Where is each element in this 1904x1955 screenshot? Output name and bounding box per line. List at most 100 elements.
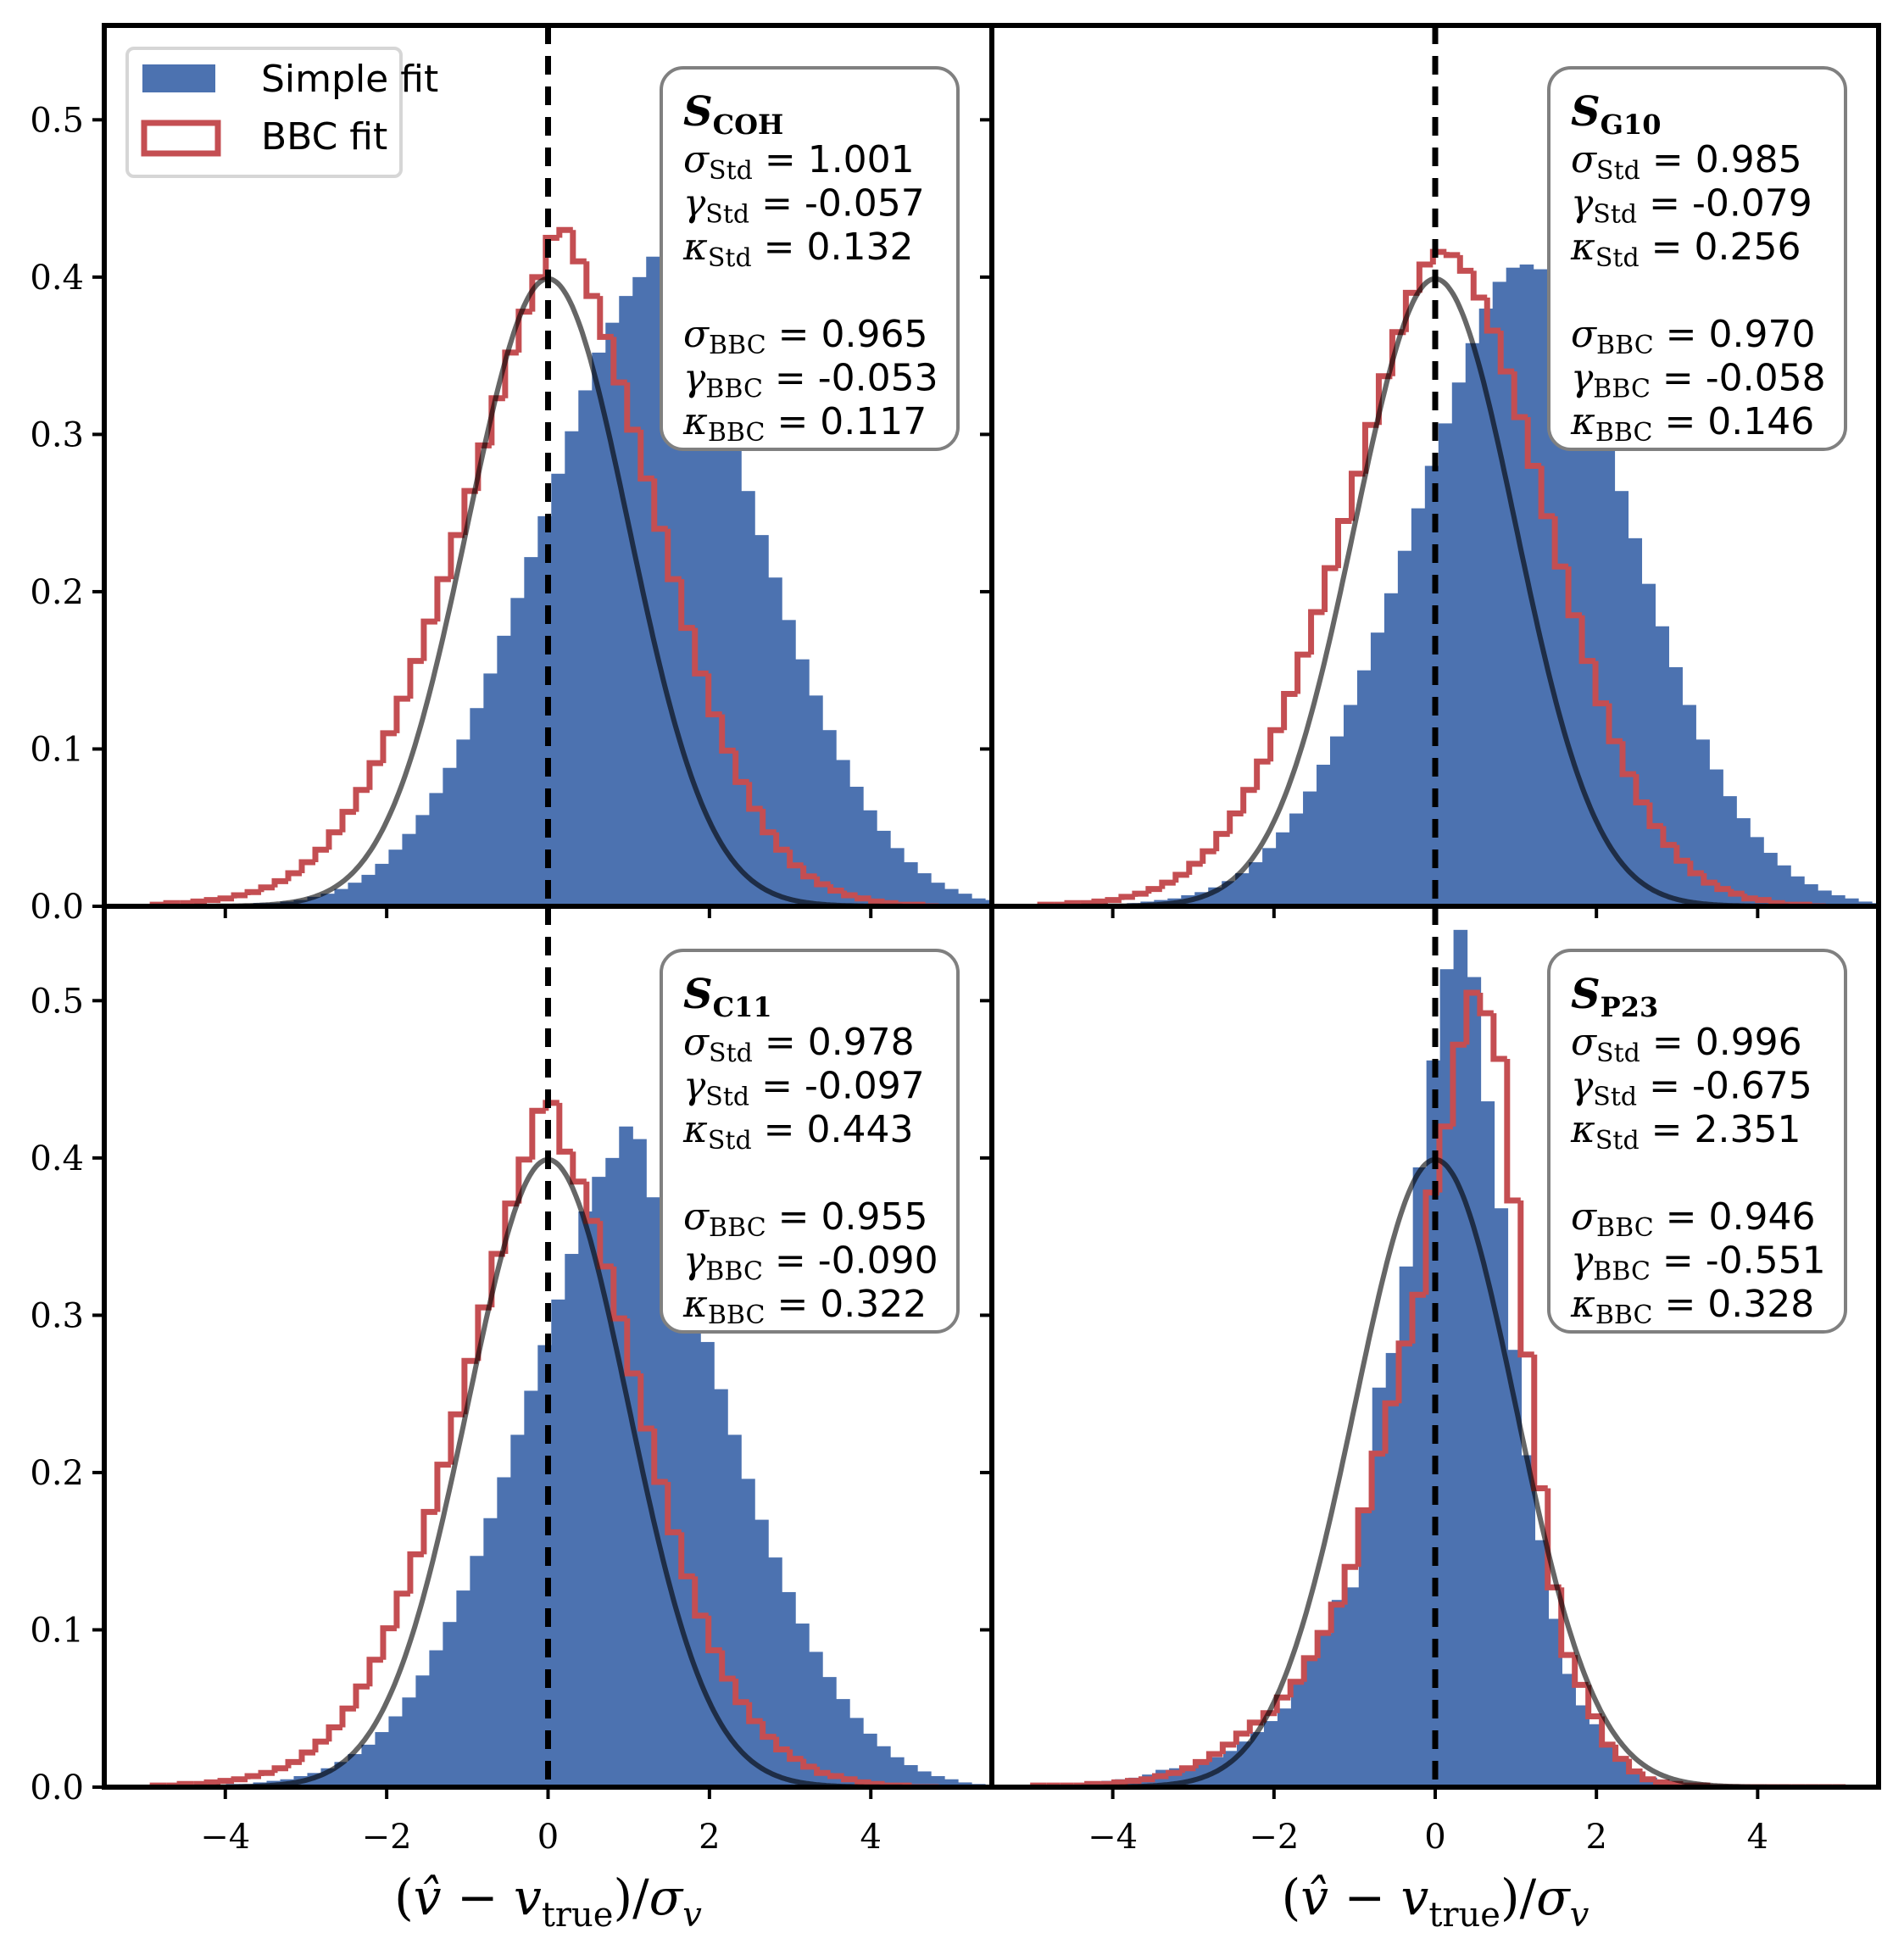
bbc-fit-step [448, 532, 465, 580]
bbc-fit-step [1294, 651, 1311, 694]
legend-label-simple-fit: Simple fit [261, 58, 438, 101]
sample-name: SG10 [1571, 88, 1662, 141]
stat-symbol: κ [682, 1108, 708, 1151]
simple-fit-bar [1383, 593, 1399, 906]
simple-fit-bar [1885, 905, 1900, 906]
simple-fit-bar [483, 673, 498, 906]
simple-fit-bar [1709, 769, 1723, 906]
bbc-fit-step [1619, 741, 1636, 777]
simple-fit-bar [619, 1126, 633, 1787]
bbc-fit-step [1578, 615, 1596, 665]
stat-subscript: Std [1595, 1126, 1640, 1156]
stat-row: γBBC = -0.090 [683, 1239, 938, 1287]
x-tick-label: 4 [1747, 1818, 1768, 1857]
bbc-fit-step [1335, 517, 1352, 569]
simple-fit-bar [1411, 508, 1426, 906]
simple-fit-bar [565, 1254, 579, 1787]
bbc-fit-step [597, 296, 614, 340]
simple-fit-bar [700, 368, 715, 906]
stat-row: γStd = -0.057 [683, 182, 925, 230]
stat-value: = 0.965 [766, 313, 928, 356]
bbc-fit-step [1524, 416, 1542, 469]
simple-fit-bar [1763, 852, 1778, 906]
simple-fit-bar [1534, 1540, 1550, 1787]
simple-fit-bar [1235, 873, 1250, 906]
simple-fit-bar [402, 833, 417, 906]
stat-row: σStd = 0.978 [683, 1021, 915, 1068]
stat-value: = -0.053 [763, 357, 938, 400]
simple-fit-bar [1575, 1705, 1589, 1787]
bbc-fit-step [746, 782, 763, 812]
y-tick-label: 0.1 [30, 730, 84, 769]
bbc-fit-step [515, 309, 532, 353]
bbc-fit-step [461, 1357, 478, 1415]
x-axis-label-part: true [1428, 1896, 1500, 1935]
bbc-fit-step [1382, 1400, 1400, 1454]
simple-fit-bar [1317, 765, 1331, 906]
bbc-fit-step [610, 337, 627, 386]
bbc-fit-step [1246, 1719, 1264, 1734]
simple-fit-bar [388, 849, 404, 906]
bbc-fit-step [543, 234, 560, 277]
simple-fit-bar [782, 1591, 796, 1787]
bbc-fit-step [312, 846, 329, 863]
bbc-fit-step [1626, 1758, 1643, 1774]
bbc-fit-step [719, 714, 736, 754]
simple-fit-bar [1695, 739, 1710, 906]
bbc-fit-step [787, 849, 804, 869]
stat-value: = 0.132 [752, 226, 914, 269]
bbc-fit-step [841, 1776, 858, 1783]
x-axis-label-part: )/ [1500, 1869, 1537, 1926]
bbc-fit-step [1768, 900, 1785, 906]
simple-fit-bar [415, 1675, 430, 1787]
simple-fit-bar [849, 786, 864, 906]
stat-symbol: σ [1571, 1021, 1598, 1064]
x-axis-label-part: v [682, 1896, 702, 1935]
simple-fit-bar [415, 815, 430, 906]
simple-fit-bar [985, 900, 992, 906]
bbc-fit-step [1443, 252, 1461, 259]
simple-fit-bar [1399, 1266, 1414, 1787]
simple-fit-bar [375, 1732, 390, 1787]
bbc-fit-step [407, 1551, 424, 1594]
simple-fit-bar [673, 1258, 688, 1787]
stat-value: = 0.256 [1640, 226, 1801, 269]
legend-label-bbc-fit: BBC fit [261, 115, 387, 159]
bbc-fit-step [1701, 873, 1717, 886]
bbc-fit-step [1606, 703, 1623, 744]
bbc-fit-step [217, 1778, 235, 1785]
bbc-fit-step [488, 395, 505, 446]
x-tick-label: −2 [362, 1818, 412, 1857]
stat-symbol: κ [1570, 1108, 1595, 1151]
bbc-fit-step [1741, 894, 1758, 902]
simple-fit-bar [1370, 632, 1385, 906]
simple-fit-bar [944, 888, 959, 906]
simple-fit-bar [904, 862, 918, 906]
bbc-fit-step [1714, 883, 1731, 893]
simple-fit-bar [1358, 1510, 1373, 1787]
bbc-fit-step [678, 579, 695, 632]
stat-row: γStd = -0.675 [1571, 1065, 1812, 1112]
simple-fit-bar [1467, 977, 1482, 1787]
simple-fit-bar [1831, 895, 1846, 906]
simple-fit-bar [551, 473, 565, 906]
bbc-fit-step [1328, 1601, 1345, 1634]
bbc-fit-step [1186, 861, 1203, 875]
bbc-fit-step [841, 890, 858, 899]
simple-fit-bar [754, 1519, 769, 1787]
bbc-fit-step [366, 760, 383, 790]
x-axis-label: (v̂ − vtrue)/σv [1282, 1869, 1589, 1935]
simple-fit-bar [497, 1477, 511, 1787]
bbc-fit-step [760, 808, 777, 836]
bbc-fit-step [1728, 888, 1745, 897]
legend: Simple fit BBC fit [125, 47, 438, 178]
stat-subscript: Std [705, 200, 749, 230]
bbc-fit-step [1497, 330, 1515, 375]
bbc-fit-step [1165, 1769, 1183, 1777]
